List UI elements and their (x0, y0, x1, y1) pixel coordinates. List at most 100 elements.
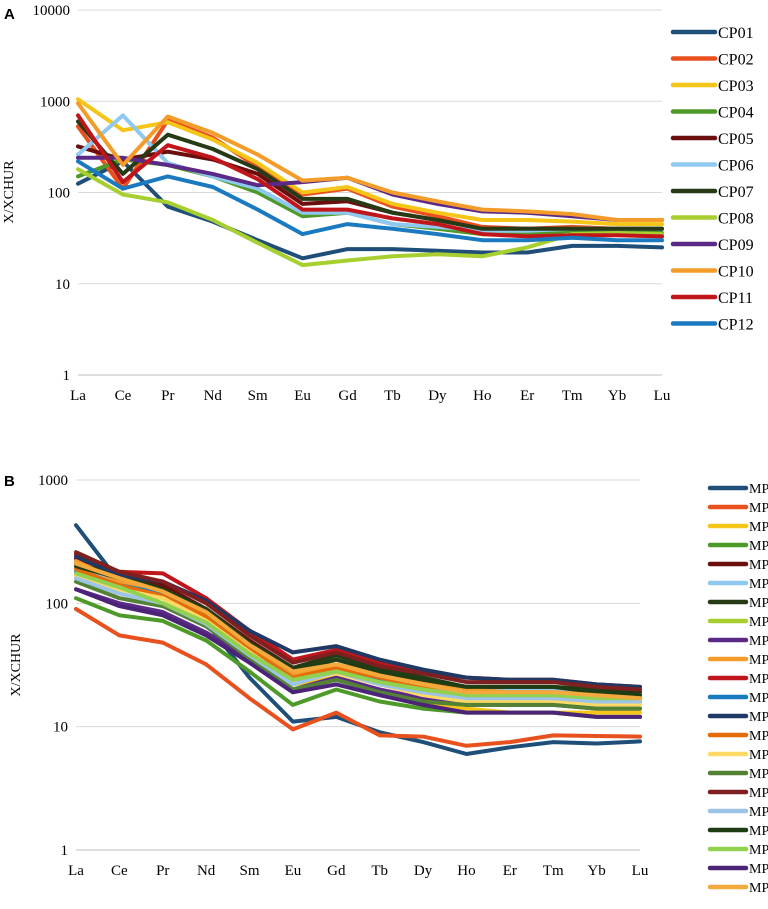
chart-a-x-tick-label: Sm (248, 388, 268, 404)
chart-a-x-tick-label: Gd (338, 388, 357, 404)
chart-a-x-tick-label: Yb (608, 388, 626, 404)
chart-a-series-line-cp03 (76, 97, 664, 227)
chart-a-legend-entry: CP02 (670, 51, 754, 68)
chart-b-legend-entry: MP10 (707, 653, 768, 668)
chart-b-legend-label: MP15 (749, 748, 768, 763)
chart-b-legend-label: MP02 (749, 501, 768, 516)
chart-b-y-tick-label: 100 (46, 596, 69, 612)
chart-a-y-tick-label: 100 (48, 186, 71, 202)
chart-b-series-line-mp20 (74, 571, 642, 701)
chart-b-legend-label: MP03 (749, 520, 768, 535)
chart-a-legend-label: CP08 (718, 210, 754, 227)
chart-b-y-axis-title: X/XCHUR (9, 633, 24, 697)
chart-b-legend-entry: MP11 (707, 672, 768, 687)
chart-a-panel-label: A (4, 6, 15, 23)
chart-b-series-line-mp01 (74, 523, 642, 756)
chart-a-y-ticks: 1 10 100 1000 10000 (33, 3, 71, 384)
chart-b-legend-label: MP06 (749, 577, 768, 592)
chart-a-x-tick-label: La (70, 388, 86, 404)
chart-a-legend-entry: CP06 (670, 157, 754, 174)
chart-b-y-ticks: 1 10 100 1000 (38, 473, 68, 859)
chart-b-panel-label: B (4, 473, 15, 490)
chart-b-y-tick-label: 10 (53, 720, 68, 736)
chart-a-series-lines (76, 97, 664, 268)
chart-a-x-tick-label: Dy (428, 388, 447, 404)
chart-a-legend-entry: CP05 (670, 131, 754, 148)
chart-b-x-tick-label: La (68, 863, 84, 879)
chart-a-series-line-cp09 (76, 155, 664, 222)
chart-b-legend-label: MP11 (749, 672, 768, 687)
chart-a-legend-label: CP05 (718, 131, 754, 148)
chart-b-legend: MP01 MP02 MP03 MP04 MP05 MP06 MP07 MP08 MP09 MP10… (707, 482, 768, 896)
chart-b-x-tick-label: Er (503, 863, 517, 879)
chart-a-legend-label: CP09 (718, 237, 754, 254)
chart-b-x-tick-label: Gd (327, 863, 346, 879)
chart-b-x-tick-label: Nd (197, 863, 216, 879)
chart-b-x-ticks: La Ce Pr Nd Sm Eu Gd Tb Dy Ho Er Tm Yb Lu (68, 863, 649, 879)
chart-b-legend-entry: MP16 (707, 767, 768, 782)
chart-b-y-tick-label: 1 (61, 843, 69, 859)
chart-a-series-line-cp12 (76, 159, 664, 243)
chart-a: A X/XCHUR 1 10 100 1000 10000 La Ce Pr Nd Sm Eu Gd… (2, 3, 754, 404)
chart-a-legend-entry: CP08 (670, 210, 754, 227)
chart-a-legend-label: CP02 (718, 51, 754, 68)
chart-b-legend-entry: MP20 (707, 843, 768, 858)
chart-b-legend-entry: MP09 (707, 634, 768, 649)
chart-b-legend-entry: MP13 (707, 710, 768, 725)
chart-a-x-tick-label: Nd (204, 388, 223, 404)
chart-a-series-line-cp07 (76, 119, 664, 231)
chart-a-x-tick-label: Tm (562, 388, 583, 404)
chart-b-x-tick-label: Dy (414, 863, 433, 879)
chart-a-x-tick-label: Eu (294, 388, 311, 404)
chart-b-legend-label: MP13 (749, 710, 768, 725)
chart-a-legend-label: CP03 (718, 78, 754, 95)
chart-b-x-tick-label: Tm (543, 863, 564, 879)
chart-a-legend-label: CP10 (718, 263, 754, 280)
chart-a-series-line-cp01 (76, 159, 664, 261)
chart-b-series-line-mp02 (74, 607, 642, 748)
chart-b-x-tick-label: Lu (632, 863, 649, 879)
chart-a-legend-label: CP04 (718, 104, 754, 121)
chart-b-legend-label: MP19 (749, 824, 768, 839)
chart-b-legend-label: MP14 (749, 729, 768, 744)
chart-b-legend-label: MP12 (749, 691, 768, 706)
chart-b-legend-label: MP04 (749, 539, 768, 554)
chart-b-x-tick-label: Ce (111, 863, 128, 879)
chart-b-x-tick-label: Eu (285, 863, 302, 879)
chart-a-x-tick-label: Lu (654, 388, 671, 404)
chart-b-legend-entry: MP19 (707, 824, 768, 839)
chart-b-legend-entry: MP12 (707, 691, 768, 706)
chart-a-legend-entry: CP01 (670, 25, 754, 42)
chart-a-legend-label: CP06 (718, 157, 754, 174)
chart-a-legend-entry: CP10 (670, 263, 754, 280)
chart-b-legend-entry: MP06 (707, 577, 768, 592)
chart-a-legend-label: CP11 (718, 290, 753, 307)
chart-a-legend-entry: CP09 (670, 237, 754, 254)
chart-b-legend-entry: MP04 (707, 539, 768, 554)
chart-b-legend-entry: MP18 (707, 805, 768, 820)
chart-b-legend-label: MP18 (749, 805, 768, 820)
chart-a-legend-label: CP01 (718, 25, 754, 42)
chart-b-series-line-mp17 (74, 550, 642, 692)
chart-b-y-tick-label: 1000 (38, 473, 68, 489)
chart-b-legend-label: MP10 (749, 653, 768, 668)
chart-b-legend-label: MP07 (749, 596, 768, 611)
chart-a-legend-entry: CP12 (670, 316, 754, 333)
chart-b-legend-entry: MP17 (707, 786, 768, 801)
chart-b-series-line-mp22 (74, 561, 642, 701)
chart-a-y-tick-label: 10 (55, 277, 70, 293)
chart-b-legend-label: MP01 (749, 482, 768, 497)
chart-b-legend-label: MP20 (749, 843, 768, 858)
chart-a-legend-entry: CP11 (670, 290, 753, 307)
chart-b-legend-label: MP17 (749, 786, 768, 801)
chart-b-legend-label: MP16 (749, 767, 768, 782)
chart-a-y-axis-title: X/XCHUR (2, 160, 17, 224)
chart-b-x-tick-label: Ho (457, 863, 475, 879)
chart-a-series-line-cp10 (76, 101, 664, 222)
chart-b-x-tick-label: Sm (240, 863, 260, 879)
chart-b-legend-label: MP09 (749, 634, 768, 649)
chart-b-legend-label: MP21 (749, 862, 768, 877)
chart-b-legend-entry: MP03 (707, 520, 768, 535)
chart-a-series-line-cp11 (76, 113, 664, 239)
